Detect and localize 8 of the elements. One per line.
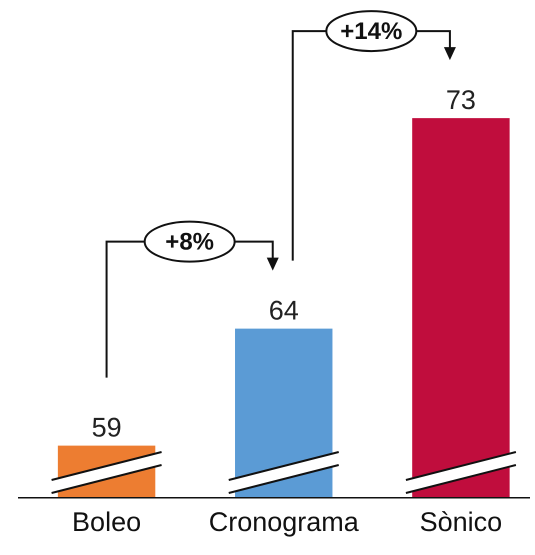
x-tick-label: Boleo [72, 506, 142, 537]
annotation: +8% [165, 228, 214, 256]
data-label: 64 [268, 296, 299, 326]
x-tick-label: Sònico [420, 506, 502, 537]
data-label: 73 [446, 85, 476, 116]
text: +14% [340, 18, 402, 46]
data-label: 59 [92, 412, 122, 443]
x-tick-label: Cronograma [208, 506, 360, 537]
